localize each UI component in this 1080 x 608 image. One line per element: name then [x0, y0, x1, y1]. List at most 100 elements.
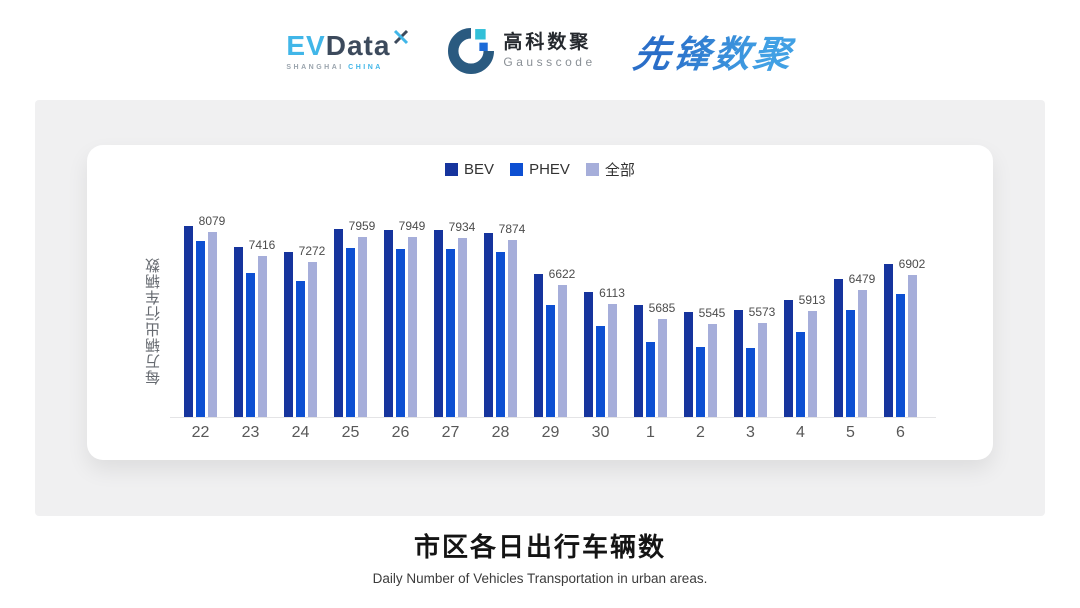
bar-group: 7959 25 — [334, 217, 375, 441]
bar-all[interactable] — [708, 324, 717, 417]
bar-group: 7416 23 — [234, 217, 275, 441]
x-axis-label: 1 — [646, 424, 655, 441]
bar-bev[interactable] — [484, 233, 493, 417]
bar-phev[interactable] — [296, 281, 305, 417]
bar-phev[interactable] — [796, 332, 805, 417]
bar-bev[interactable] — [234, 247, 243, 417]
evdata-tagline: SHANGHAI CHINA — [286, 64, 382, 71]
bar-group: 5573 3 — [734, 217, 775, 441]
x-axis-label: 29 — [541, 424, 560, 441]
bar-phev[interactable] — [696, 347, 705, 417]
bar-phev[interactable] — [496, 252, 505, 417]
bar-all[interactable] — [358, 237, 367, 417]
bar-bev[interactable] — [884, 264, 893, 417]
bar-phev[interactable] — [246, 273, 255, 417]
bar-all[interactable] — [308, 262, 317, 417]
bar-phev[interactable] — [896, 294, 905, 417]
bar-cluster — [334, 217, 367, 417]
bar-phev[interactable] — [746, 348, 755, 417]
x-axis-label: 3 — [746, 424, 755, 441]
bar-phev[interactable] — [396, 249, 405, 417]
bar-group: 7934 27 — [434, 217, 475, 441]
bar-cluster — [684, 217, 717, 417]
gausscode-wordmark: 高科数聚 Gausscode — [503, 32, 596, 69]
x-axis-label: 23 — [241, 424, 260, 441]
bar-cluster — [284, 217, 317, 417]
bar-phev[interactable] — [546, 305, 555, 417]
bar-value-label: 5573 — [748, 305, 776, 319]
bar-group: 6902 6 — [884, 217, 925, 441]
legend-swatch-all — [585, 163, 599, 176]
bar-all[interactable] — [458, 238, 467, 417]
bar-bev[interactable] — [734, 310, 743, 417]
bar-group: 6479 5 — [834, 217, 875, 441]
bar-bev[interactable] — [184, 226, 193, 417]
legend-item-bev[interactable]: BEV — [445, 161, 494, 178]
bar-bev[interactable] — [334, 229, 343, 417]
y-axis-title: 每万辆出行车辆数 — [145, 257, 162, 385]
bar-bev[interactable] — [584, 292, 593, 417]
legend-item-phev[interactable]: PHEV — [510, 161, 570, 178]
bar-all[interactable] — [608, 304, 617, 417]
bar-bev[interactable] — [684, 312, 693, 417]
x-axis-label: 24 — [291, 424, 310, 441]
gausscode-g-icon — [448, 28, 495, 74]
bar-group: 5545 2 — [684, 217, 725, 441]
bar-cluster — [434, 217, 467, 417]
bar-all[interactable] — [808, 311, 817, 417]
bar-phev[interactable] — [846, 310, 855, 417]
bar-bev[interactable] — [534, 274, 543, 417]
figure-caption: 市区各日出行车辆数 Daily Number of Vehicles Trans… — [0, 527, 1080, 586]
bar-cluster — [184, 217, 217, 417]
legend-item-all[interactable]: 全部 — [585, 159, 635, 180]
legend-label-phev: PHEV — [529, 161, 570, 178]
chart-card: BEV PHEV 全部 每万辆出行车辆数 8079 22 7416 23 7272 24 795… — [87, 145, 993, 460]
chart-legend: BEV PHEV 全部 — [87, 159, 993, 180]
header-logos: EV Data SHANGHAI CHINA 高科数聚 Gausscode 先锋数… — [0, 0, 1080, 96]
bar-all[interactable] — [908, 275, 917, 417]
bar-phev[interactable] — [446, 249, 455, 417]
bar-phev[interactable] — [646, 342, 655, 417]
bar-bev[interactable] — [434, 230, 443, 417]
bar-value-label: 6479 — [848, 272, 876, 286]
x-axis-label: 22 — [191, 424, 210, 441]
bar-value-label: 6622 — [548, 267, 576, 281]
evdata-tagline-right: CHINA — [348, 63, 383, 71]
x-axis-label: 28 — [491, 424, 510, 441]
bar-phev[interactable] — [346, 248, 355, 417]
bar-phev[interactable] — [596, 326, 605, 417]
x-axis-line — [170, 417, 936, 418]
bar-all[interactable] — [508, 240, 517, 417]
bar-group: 7949 26 — [384, 217, 425, 441]
bar-bev[interactable] — [384, 230, 393, 417]
bar-phev[interactable] — [196, 241, 205, 417]
x-axis-label: 25 — [341, 424, 360, 441]
bar-value-label: 6902 — [898, 257, 926, 271]
evdata-logo: EV Data SHANGHAI CHINA — [286, 29, 410, 71]
evdata-wordmark: EV Data — [286, 29, 410, 61]
bar-cluster — [234, 217, 267, 417]
bar-all[interactable] — [208, 232, 217, 417]
x-axis-label: 6 — [896, 424, 905, 441]
bar-all[interactable] — [408, 237, 417, 417]
bar-bev[interactable] — [284, 252, 293, 417]
bar-all[interactable] — [258, 256, 267, 417]
bar-cluster — [484, 217, 517, 417]
bar-bev[interactable] — [834, 279, 843, 417]
bar-all[interactable] — [758, 323, 767, 417]
bar-value-label: 7416 — [248, 238, 276, 252]
x-axis-label: 27 — [441, 424, 460, 441]
bar-bev[interactable] — [784, 300, 793, 417]
bar-group: 5913 4 — [784, 217, 825, 441]
bar-all[interactable] — [858, 290, 867, 417]
bar-group: 7272 24 — [284, 217, 325, 441]
bar-bev[interactable] — [634, 305, 643, 417]
bar-group: 5685 1 — [634, 217, 675, 441]
evdata-data-text: Data — [325, 29, 391, 61]
gausscode-en-text: Gausscode — [503, 54, 596, 69]
bar-value-label: 8079 — [198, 214, 226, 228]
bar-cluster — [784, 217, 817, 417]
bar-all[interactable] — [558, 285, 567, 417]
bar-group: 8079 22 — [184, 214, 225, 441]
bar-all[interactable] — [658, 319, 667, 417]
